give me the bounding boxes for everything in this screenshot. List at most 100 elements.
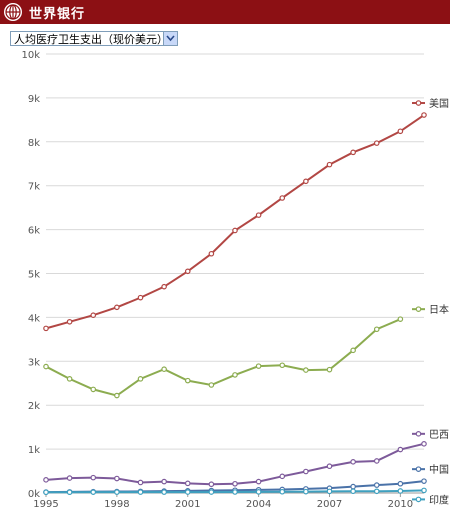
y-tick-label: 0k [28,489,40,500]
x-tick-label: 2010 [388,499,413,510]
data-point [326,488,333,495]
data-point [232,489,238,495]
data-point [350,483,356,490]
legend-marker [415,431,422,437]
data-point [66,475,73,481]
data-point [350,488,356,495]
series-line [45,318,401,397]
data-point [208,489,215,495]
data-point [326,161,333,168]
data-point [279,195,286,201]
x-tick-label: 2007 [317,499,342,510]
data-point [421,112,427,118]
data-point [184,377,191,384]
data-point [232,227,238,234]
globe-icon [4,3,22,21]
data-point [184,268,191,275]
data-point [66,318,73,325]
header-bar: 世界银行 [0,0,450,24]
indicator-select-value: 人均医疗卫生支出（现价美元） [14,32,163,46]
data-point [303,468,309,475]
data-point [421,478,427,484]
data-point [279,473,286,480]
data-point [90,489,97,495]
data-point [279,488,286,495]
data-point [421,487,427,494]
data-point [208,250,215,257]
data-point [43,489,49,496]
data-point [184,489,191,495]
series-line [45,114,425,330]
data-point [66,489,73,496]
y-tick-label: 6k [28,226,40,237]
gridlines [46,53,424,494]
data-point [397,446,404,453]
data-point [350,149,356,156]
data-point [208,382,215,388]
data-point [161,489,167,495]
y-tick-label: 5k [28,270,40,281]
chevron-down-icon [166,35,175,42]
data-point [373,140,380,146]
series-label: 美国 [429,97,449,110]
y-axis: 0k 1k 2k 3k 4k 5k 6k 7k 8k 9k 10k [21,50,40,500]
data-point [232,480,238,487]
data-point [114,392,120,399]
data-point [255,363,262,369]
y-tick-label: 3k [28,357,40,368]
x-axis: 1995 1998 2001 2004 2007 2010 [33,493,413,510]
data-point [90,312,97,319]
y-tick-label: 10k [21,50,40,61]
data-point [397,480,404,487]
dropdown-button[interactable] [163,32,177,45]
data-point [326,366,333,373]
data-point [161,283,167,290]
data-point [43,477,49,483]
data-point [161,478,167,485]
data-point [114,304,120,311]
data-point [397,316,404,322]
data-point [397,128,404,135]
brand-name: 世界银行 [29,6,86,22]
data-point [373,488,380,495]
series-group [43,112,427,496]
world-bank-logo[interactable] [2,1,24,23]
data-point [232,372,238,378]
data-point [255,212,262,218]
legend-marker [415,466,422,472]
data-point [114,489,120,495]
y-tick-label: 4k [28,313,40,324]
x-tick-label: 2004 [246,499,271,510]
x-tick-label: 1998 [104,499,129,510]
data-point [43,363,49,370]
y-tick-label: 9k [28,94,40,105]
data-point [373,326,380,333]
data-point [90,386,97,393]
data-point [90,474,97,481]
y-tick-label: 1k [28,445,40,456]
x-tick-label: 2001 [175,499,200,510]
y-tick-label: 8k [28,138,40,149]
data-point [373,458,380,464]
y-tick-label: 2k [28,401,40,412]
legend-marker [415,496,422,503]
series-label: 日本 [429,303,449,316]
data-point [43,325,49,332]
data-point [303,367,309,373]
data-point [350,347,356,354]
series-label: 巴西 [429,429,449,441]
data-point [137,489,144,495]
indicator-select[interactable]: 人均医疗卫生支出（现价美元） [10,31,178,46]
data-point [326,463,333,470]
data-point [137,376,144,382]
data-point [255,489,262,495]
data-point [255,478,262,485]
data-point [161,366,167,373]
series-line [45,442,425,486]
series-label: 中国 [429,463,449,476]
data-point [66,376,73,382]
y-tick-label: 7k [28,182,40,193]
data-point [373,482,380,488]
data-point [350,459,356,465]
